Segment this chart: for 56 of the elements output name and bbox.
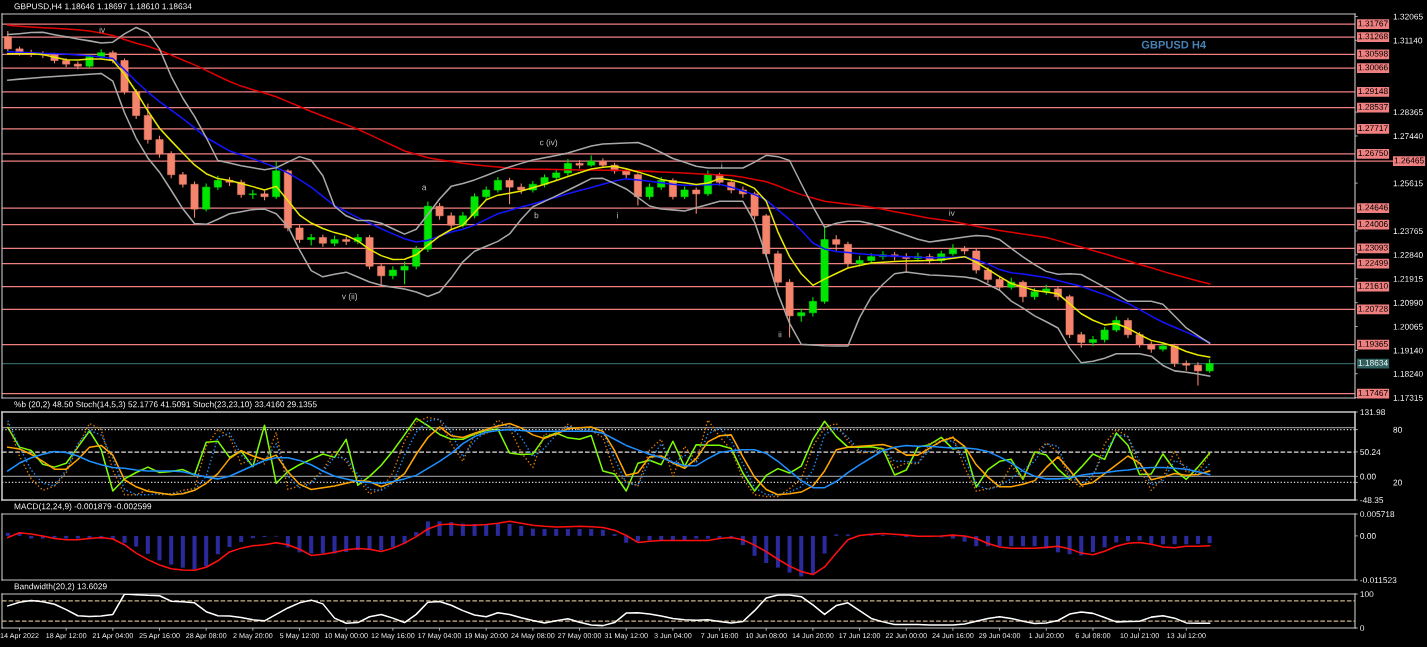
y2-tick-label: 20 xyxy=(1393,479,1402,486)
y-tick-label: 1.18240 xyxy=(1393,370,1423,377)
y-tick-label: 50.24 xyxy=(1360,449,1381,455)
y-tick-label: 1.23765 xyxy=(1393,228,1423,235)
annotation: iv xyxy=(99,26,106,33)
y-tick-label: 1.25615 xyxy=(1393,180,1423,187)
y-tick-label: 1.17315 xyxy=(1393,394,1423,401)
chart-title: MACD(12,24,9) -0.001879 -0.002599 xyxy=(14,503,152,511)
ref-line-label: 1.30066 xyxy=(1358,64,1388,71)
y-tick-label: 1.27440 xyxy=(1393,133,1423,140)
ref-line-label: 1.31767 xyxy=(1358,20,1388,27)
ref-line-label: 1.27717 xyxy=(1358,125,1388,131)
text: GBPUSD H4 xyxy=(1141,40,1207,49)
ref-line-label: 1.18634 xyxy=(1358,359,1388,366)
y-tick-label: 0.00 xyxy=(1360,533,1376,539)
y-tick-label: -0.011523 xyxy=(1360,577,1397,584)
chart-title: %b (20,2) 48.50 Stoch(14,5,3) 52.1776 41.5091 Stoch(23,23,10) 33.4160 29.1355 xyxy=(14,401,317,409)
y-tick-label: 0.00 xyxy=(1360,473,1376,480)
annotation: iv xyxy=(949,209,955,216)
ref-line-label: 1.31268 xyxy=(1358,33,1388,40)
y-tick-label: 1.22840 xyxy=(1393,252,1423,258)
y-tick-label: 1.28365 xyxy=(1393,109,1423,116)
chart-title: Bandwidth(20,2) 13.6029 xyxy=(14,583,107,591)
chart-title: GBPUSD,H4 1.18646 1.18697 1.18610 1.18634 xyxy=(14,3,192,11)
y-tick-label: 131.98 xyxy=(1360,409,1385,416)
ref-line-label: 1.23093 xyxy=(1358,244,1388,251)
y-tick-label: 0 xyxy=(1360,625,1365,632)
y-tick-label: 1.21915 xyxy=(1393,275,1423,282)
y-tick-label: 100 xyxy=(1360,591,1374,598)
ref-line-label: 1.21610 xyxy=(1358,282,1388,289)
y-tick-label: 1.31140 xyxy=(1393,37,1423,44)
annotation: ii xyxy=(778,331,782,338)
annotation: v (ii) xyxy=(341,293,358,301)
ref-line-label: 1.22499 xyxy=(1358,259,1388,266)
annotation: i xyxy=(721,162,723,169)
y-tick-label: 1.19140 xyxy=(1393,347,1423,354)
annotation: a xyxy=(422,185,427,191)
y-tick-label: -48.35 xyxy=(1360,497,1384,504)
ref-line-label: 1.24646 xyxy=(1358,204,1388,211)
annotation: i xyxy=(617,212,618,219)
ref-line-label: 1.30598 xyxy=(1358,50,1388,57)
y-tick-label: 1.20990 xyxy=(1393,299,1423,306)
y-tick-label: 1.32065 xyxy=(1393,13,1423,20)
ref-line-label: 1.29148 xyxy=(1358,88,1388,95)
ref-line-label: 1.20728 xyxy=(1358,305,1388,312)
y-tick-label: 1.20065 xyxy=(1393,323,1423,330)
y-tick-label: 0.005718 xyxy=(1360,511,1395,518)
ref-line-label: 1.19365 xyxy=(1358,340,1388,347)
annotation: c (iv) xyxy=(539,139,558,147)
ref-line-label: 1.26465 xyxy=(1394,157,1424,164)
ref-line-label: 1.26750 xyxy=(1358,150,1388,157)
ref-line-label: 1.17467 xyxy=(1358,390,1388,396)
y2-tick-label: 80 xyxy=(1393,426,1402,433)
annotation: b xyxy=(534,212,539,219)
ref-line-label: 1.24006 xyxy=(1358,221,1388,227)
ref-line-label: 1.28537 xyxy=(1358,103,1388,110)
